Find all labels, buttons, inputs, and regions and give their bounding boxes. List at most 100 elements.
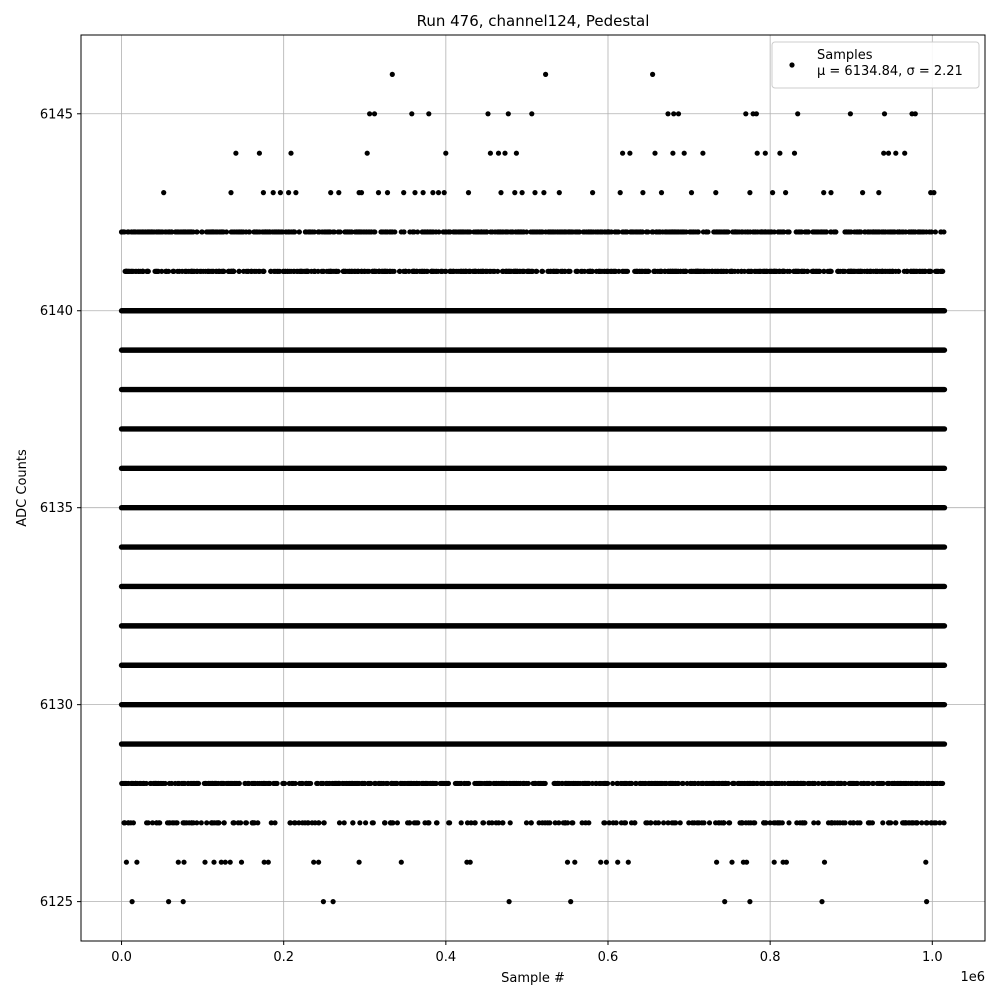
data-point	[421, 268, 427, 274]
data-point	[235, 820, 241, 826]
data-point	[320, 899, 326, 905]
data-point	[447, 268, 453, 274]
data-point	[820, 229, 827, 235]
data-point	[389, 268, 395, 274]
data-point	[331, 229, 337, 235]
data-point	[649, 229, 656, 235]
data-point	[937, 820, 943, 826]
data-point	[119, 780, 125, 787]
data-point	[365, 780, 371, 787]
data-point	[846, 268, 852, 274]
data-point	[695, 780, 702, 787]
data-point	[718, 268, 725, 274]
data-point	[398, 859, 404, 865]
data-point	[350, 820, 356, 826]
data-point	[408, 780, 414, 787]
data-point	[612, 229, 618, 235]
data-point	[458, 780, 464, 787]
data-point	[551, 780, 557, 787]
data-point	[850, 780, 856, 787]
data-point	[210, 229, 216, 235]
data-point	[435, 190, 442, 196]
data-point	[320, 268, 326, 274]
data-point	[125, 229, 131, 235]
data-point	[881, 111, 888, 117]
data-point	[593, 780, 599, 787]
data-point	[924, 899, 930, 905]
data-point	[700, 780, 706, 787]
data-point	[827, 268, 833, 274]
data-point	[795, 111, 801, 117]
data-point	[828, 229, 834, 235]
data-point	[224, 780, 230, 787]
data-point	[426, 820, 432, 826]
data-point	[542, 820, 548, 826]
data-point	[182, 820, 188, 826]
data-point	[199, 229, 205, 235]
data-point	[914, 820, 920, 826]
data-point	[786, 229, 792, 235]
data-point	[325, 780, 331, 787]
data-point	[885, 150, 892, 156]
data-point	[589, 780, 596, 787]
data-point	[393, 780, 399, 787]
data-point	[714, 859, 720, 865]
data-point	[706, 820, 713, 826]
data-point	[291, 268, 297, 274]
data-point	[771, 859, 777, 865]
data-point	[940, 268, 946, 274]
data-points	[118, 71, 948, 905]
data-point	[689, 268, 695, 274]
data-point	[352, 229, 358, 235]
data-point	[389, 780, 395, 787]
data-point	[375, 190, 382, 196]
data-point	[562, 820, 568, 826]
plot-area	[81, 35, 985, 941]
data-point	[337, 229, 343, 235]
y-tick-label: 6130	[40, 698, 73, 713]
data-point	[227, 859, 233, 865]
data-point	[260, 190, 266, 196]
data-point	[425, 229, 431, 235]
data-point	[531, 780, 538, 787]
data-point	[258, 780, 264, 787]
data-point	[643, 820, 649, 826]
data-point	[934, 780, 941, 787]
data-point	[711, 780, 717, 787]
data-point	[251, 820, 258, 826]
data-point	[880, 820, 886, 826]
data-point	[621, 820, 628, 826]
data-point	[495, 150, 502, 156]
data-point	[566, 229, 572, 235]
data-point	[722, 899, 728, 905]
data-point	[446, 229, 452, 235]
data-point	[409, 111, 415, 117]
data-point	[852, 268, 858, 274]
data-point	[379, 229, 385, 235]
data-point	[740, 229, 746, 235]
data-point	[467, 268, 473, 274]
data-point	[153, 229, 160, 235]
data-point	[821, 190, 827, 196]
data-point	[574, 268, 580, 274]
x-tick-label: 0.6	[598, 950, 619, 965]
data-point	[532, 190, 538, 196]
data-point	[639, 229, 646, 235]
data-point	[133, 229, 139, 235]
data-point	[286, 780, 292, 787]
data-point	[556, 820, 562, 826]
data-point	[763, 820, 769, 826]
data-point	[328, 190, 334, 196]
data-point	[893, 820, 899, 826]
data-point	[572, 859, 578, 865]
data-point	[389, 71, 395, 77]
data-point	[634, 268, 640, 274]
data-point	[722, 780, 729, 787]
data-point	[688, 190, 695, 196]
data-point	[904, 268, 911, 274]
data-point	[791, 268, 797, 274]
data-point	[718, 820, 725, 826]
data-point	[667, 229, 673, 235]
data-point	[623, 229, 630, 235]
